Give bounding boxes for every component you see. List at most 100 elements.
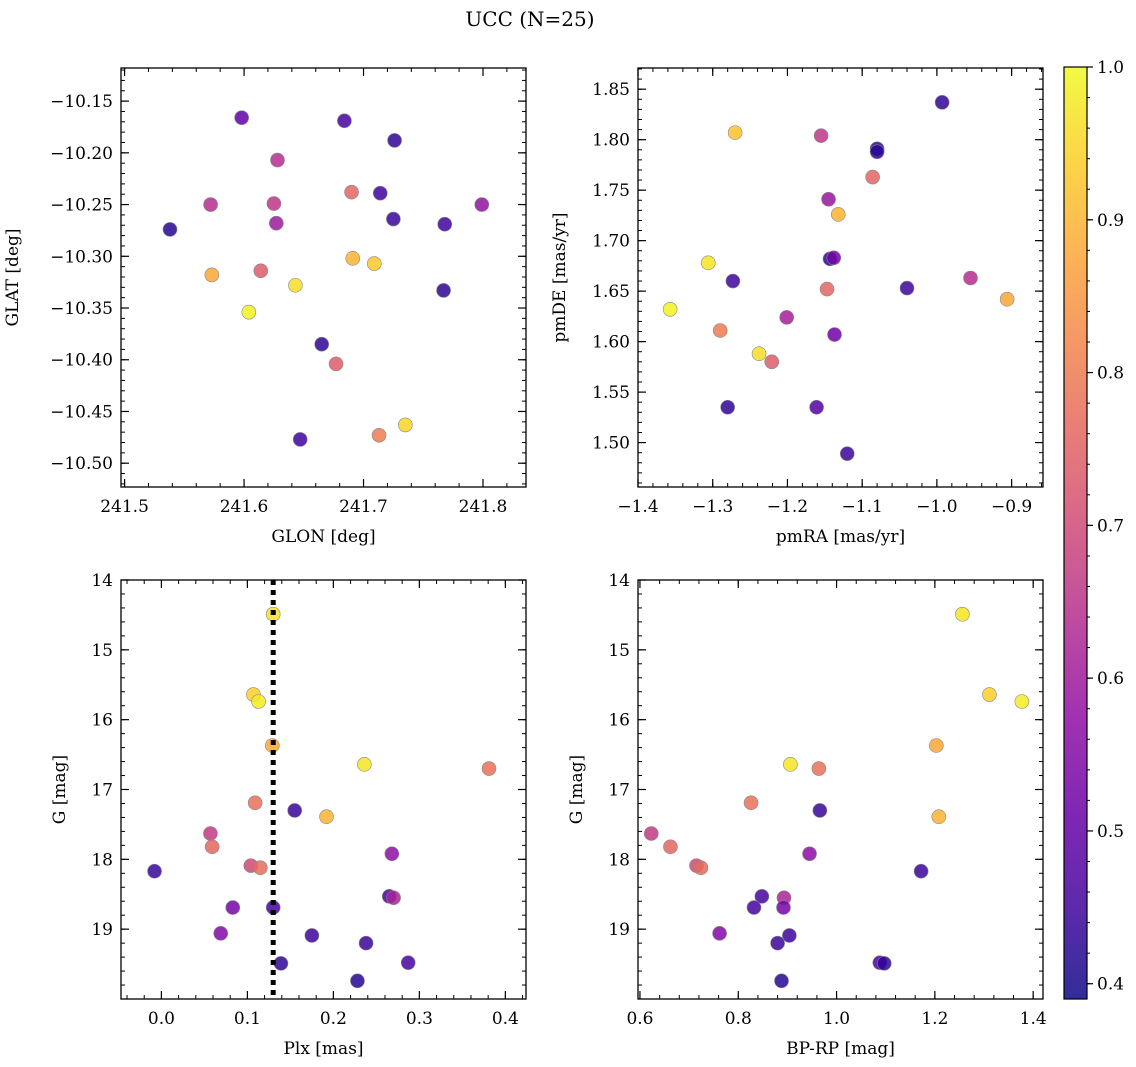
scatter-point — [241, 304, 257, 320]
scatter-point — [345, 251, 361, 266]
scatter-point — [746, 900, 762, 915]
x-axis-label: BP-RP [mag] — [786, 1039, 895, 1059]
scatter-point — [225, 900, 241, 915]
y-tick-label: 1.50 — [592, 434, 630, 454]
y-tick-label: −10.35 — [50, 299, 113, 319]
scatter-point — [162, 222, 178, 237]
axes-frame — [637, 579, 1044, 1000]
x-tick-label: 1.2 — [921, 1009, 948, 1029]
colorbar: 0.4 0.5 0.6 0.7 0.8 0.9 1.0 — [1063, 58, 1124, 1000]
scatter-point — [663, 839, 678, 855]
x-tick-label: 241.7 — [339, 497, 388, 517]
scatter-point — [869, 144, 885, 160]
scatter-point — [386, 211, 401, 227]
scatter-point — [812, 803, 828, 818]
scatter-point — [827, 327, 842, 342]
scatter-point — [712, 323, 728, 338]
major-ticks — [638, 579, 1043, 999]
colorbar-frame — [1063, 66, 1088, 1000]
y-axis-label: G [mag] — [50, 755, 70, 824]
y-tick-label: −10.40 — [50, 351, 113, 371]
axes-frame — [120, 579, 527, 1000]
y-tick-label: 1.85 — [592, 80, 630, 100]
scatter-point — [779, 310, 794, 325]
scatter-point — [783, 757, 798, 772]
y-tick-label: 14 — [608, 571, 630, 591]
scatter-point — [999, 291, 1015, 307]
scatter-point — [913, 863, 929, 879]
x-tick-label: 0.1 — [234, 1009, 261, 1029]
x-tick-label: 0.0 — [148, 1009, 175, 1029]
scatter-point — [1014, 694, 1030, 709]
y-tick-label: 15 — [608, 641, 630, 661]
y-tick-label: 18 — [91, 850, 113, 870]
scatter-points — [643, 606, 1030, 989]
scatter-point — [809, 399, 824, 415]
x-tick-label: 241.6 — [220, 497, 269, 517]
scatter-point — [203, 197, 218, 212]
y-tick-label: −10.50 — [50, 454, 113, 474]
scatter-point — [371, 427, 387, 443]
scatter-point — [319, 809, 334, 825]
y-tick-label: 1.65 — [592, 282, 630, 302]
scatter-point — [727, 125, 743, 140]
major-ticks — [121, 68, 526, 487]
scatter-point — [400, 955, 416, 970]
scatter-points — [162, 110, 490, 447]
scatter-point — [839, 446, 855, 461]
y-tick-label: −10.25 — [50, 196, 113, 216]
x-axis-label: pmRA [mas/yr] — [776, 527, 905, 547]
scatter-point — [337, 113, 352, 129]
y-tick-label: 1.70 — [592, 232, 630, 252]
scatter-point — [811, 761, 827, 776]
x-tick-label: 1.0 — [823, 1009, 850, 1029]
scatter-point — [826, 250, 842, 266]
scatter-point — [292, 432, 308, 447]
x-tick-label: −1.0 — [916, 497, 957, 517]
y-tick-label: 1.60 — [592, 333, 630, 353]
panel-bprp-g: 0.6 0.8 1.0 1.2 1.4 14 15 16 17 18 19 BP-RP [mag] G … — [567, 571, 1047, 1059]
scatter-point — [955, 606, 970, 622]
scatter-point — [963, 270, 978, 286]
x-tick-label: −1.3 — [692, 497, 733, 517]
y-tick-label: 19 — [91, 920, 113, 940]
scatter-point — [253, 263, 269, 279]
scatter-points — [662, 95, 1015, 461]
scatter-point — [720, 399, 735, 415]
scatter-point — [700, 255, 716, 271]
colorbar-tick-label: 1.0 — [1097, 58, 1124, 78]
y-axis-label: pmDE [mas/yr] — [550, 212, 570, 342]
scatter-point — [764, 354, 780, 370]
scatter-point — [204, 267, 220, 283]
x-tick-label: −0.9 — [991, 497, 1032, 517]
scatter-points — [147, 606, 497, 989]
scatter-point — [252, 860, 268, 876]
scatter-point — [350, 973, 365, 989]
scatter-point — [643, 826, 659, 841]
scatter-point — [288, 277, 303, 293]
scatter-point — [270, 152, 285, 168]
scatter-point — [273, 956, 289, 971]
scatter-point — [358, 935, 374, 951]
y-axis-label: GLAT [deg] — [3, 228, 23, 326]
scatter-point — [269, 215, 284, 231]
scatter-point — [830, 207, 846, 222]
panel-pmra-pmde: −1.4 −1.3 −1.2 −1.1 −1.0 −0.9 1.50 1.55 1.60 1.65… — [550, 67, 1044, 547]
scatter-point — [436, 283, 451, 298]
scatter-point — [770, 935, 785, 951]
scatter-point — [876, 956, 892, 971]
scatter-point — [387, 133, 402, 148]
x-axis-label: Plx [mas] — [283, 1039, 363, 1059]
y-tick-label: 1.75 — [592, 181, 630, 201]
scatter-point — [328, 356, 344, 372]
scatter-point — [751, 346, 767, 362]
minor-ticks — [638, 579, 1043, 1000]
colorbar-tick-label: 0.8 — [1097, 364, 1124, 384]
scatter-point — [481, 761, 497, 776]
scatter-point — [203, 826, 218, 841]
y-tick-label: 16 — [91, 711, 113, 731]
scatter-point — [776, 900, 791, 915]
colorbar-tick-label: 0.7 — [1097, 516, 1124, 536]
scatter-point — [357, 757, 372, 772]
